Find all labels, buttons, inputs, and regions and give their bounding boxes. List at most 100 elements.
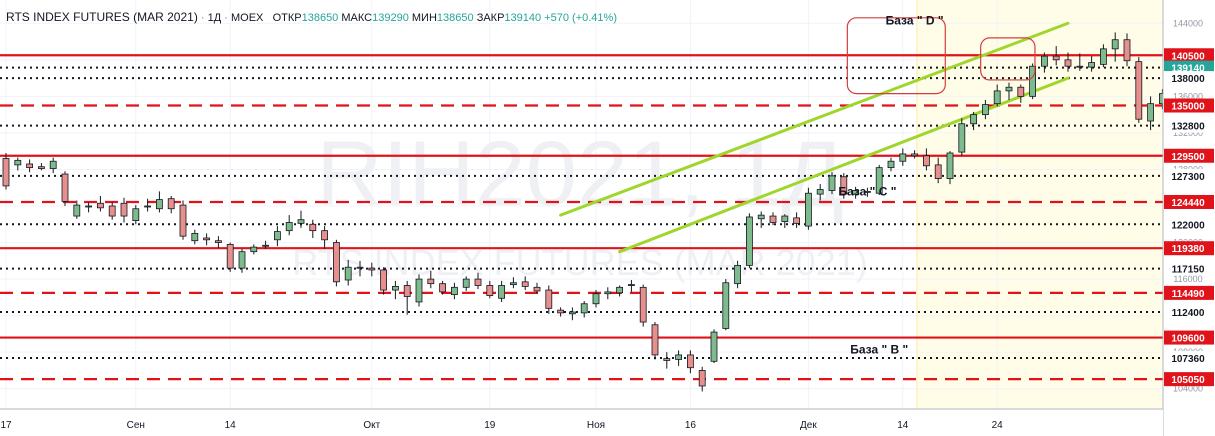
candle[interactable]	[120, 197, 128, 223]
candle[interactable]	[108, 202, 116, 220]
candle[interactable]	[344, 259, 352, 286]
candle[interactable]	[1088, 56, 1095, 72]
candle[interactable]	[167, 195, 175, 214]
candle[interactable]	[1100, 44, 1107, 68]
candle[interactable]	[616, 285, 623, 297]
candle[interactable]	[923, 148, 930, 171]
symbol-title[interactable]: RTS INDEX FUTURES (MAR 2021)	[6, 10, 198, 24]
candle[interactable]	[899, 148, 907, 166]
candle[interactable]	[297, 210, 305, 228]
candle[interactable]	[179, 200, 187, 240]
candle[interactable]	[816, 184, 824, 201]
candle[interactable]	[805, 187, 812, 230]
candle[interactable]	[840, 173, 848, 199]
candle[interactable]	[427, 270, 435, 289]
candle[interactable]	[61, 171, 69, 206]
candle[interactable]	[722, 279, 730, 331]
candle[interactable]	[757, 211, 765, 228]
candle[interactable]	[509, 277, 517, 289]
candle[interactable]	[1064, 52, 1072, 72]
candle[interactable]	[203, 233, 211, 246]
candle[interactable]	[1076, 53, 1084, 71]
candle[interactable]	[934, 157, 942, 184]
candle[interactable]	[1005, 82, 1013, 101]
candle[interactable]	[852, 186, 859, 199]
candle[interactable]	[26, 159, 34, 173]
candle[interactable]	[592, 290, 600, 308]
candle[interactable]	[675, 350, 682, 366]
candle[interactable]	[214, 236, 222, 249]
candle[interactable]	[580, 301, 588, 318]
candle[interactable]	[993, 84, 1001, 107]
candle[interactable]	[486, 280, 494, 299]
candle[interactable]	[769, 212, 777, 226]
candle[interactable]	[557, 307, 564, 317]
candle[interactable]	[321, 226, 329, 249]
candle[interactable]	[1123, 33, 1131, 67]
candle[interactable]	[1041, 52, 1048, 73]
candle[interactable]	[498, 280, 506, 302]
candle[interactable]	[262, 240, 270, 249]
candle[interactable]	[97, 195, 104, 212]
candle[interactable]	[781, 214, 789, 228]
candle[interactable]	[226, 242, 234, 272]
candle[interactable]	[155, 191, 163, 213]
candle[interactable]	[970, 111, 977, 131]
candle[interactable]	[628, 280, 635, 292]
candle[interactable]	[828, 172, 836, 195]
candle[interactable]	[132, 205, 140, 225]
candle[interactable]	[687, 350, 694, 374]
candle[interactable]	[793, 212, 800, 228]
candle[interactable]	[1052, 46, 1060, 66]
candle[interactable]	[14, 157, 22, 171]
candle[interactable]	[958, 118, 966, 156]
interval-label[interactable]: 1Д	[207, 12, 222, 24]
candle[interactable]	[450, 282, 458, 300]
candle[interactable]	[734, 260, 741, 289]
candle[interactable]	[285, 215, 293, 236]
candle[interactable]	[746, 213, 753, 269]
candle[interactable]	[604, 287, 612, 300]
candle[interactable]	[864, 187, 871, 197]
candle[interactable]	[415, 274, 423, 307]
candle[interactable]	[85, 202, 92, 213]
candle[interactable]	[49, 157, 57, 174]
candle[interactable]	[1135, 57, 1143, 123]
candle[interactable]	[946, 151, 954, 185]
candle[interactable]	[391, 280, 399, 300]
candle[interactable]	[1017, 84, 1025, 103]
candle[interactable]	[651, 322, 659, 360]
candle[interactable]	[710, 329, 718, 364]
candle[interactable]	[911, 150, 918, 159]
candle[interactable]	[639, 284, 647, 327]
candle[interactable]	[1147, 96, 1154, 131]
candle[interactable]	[380, 267, 388, 295]
candle[interactable]	[887, 157, 895, 172]
candle[interactable]	[38, 163, 45, 171]
candle[interactable]	[533, 282, 541, 294]
candle[interactable]	[569, 307, 576, 321]
candle[interactable]	[273, 226, 281, 247]
candle[interactable]	[144, 198, 152, 212]
candle[interactable]	[474, 272, 482, 290]
candle[interactable]	[403, 280, 411, 315]
candle[interactable]	[238, 248, 246, 273]
candle[interactable]	[521, 276, 529, 291]
candle[interactable]	[332, 239, 340, 287]
candle[interactable]	[545, 285, 553, 314]
candle[interactable]	[875, 164, 883, 196]
time-axis[interactable]	[0, 409, 1163, 436]
candle[interactable]	[462, 276, 470, 291]
candle[interactable]	[250, 244, 258, 255]
candle[interactable]	[1029, 63, 1036, 100]
candle[interactable]	[368, 262, 376, 277]
candle[interactable]	[191, 229, 199, 245]
candle[interactable]	[356, 260, 364, 277]
candle[interactable]	[309, 219, 317, 238]
candle[interactable]	[73, 200, 81, 219]
candle[interactable]	[439, 280, 447, 295]
candle[interactable]	[698, 366, 706, 392]
candle[interactable]	[982, 100, 989, 120]
candle[interactable]	[663, 352, 671, 369]
